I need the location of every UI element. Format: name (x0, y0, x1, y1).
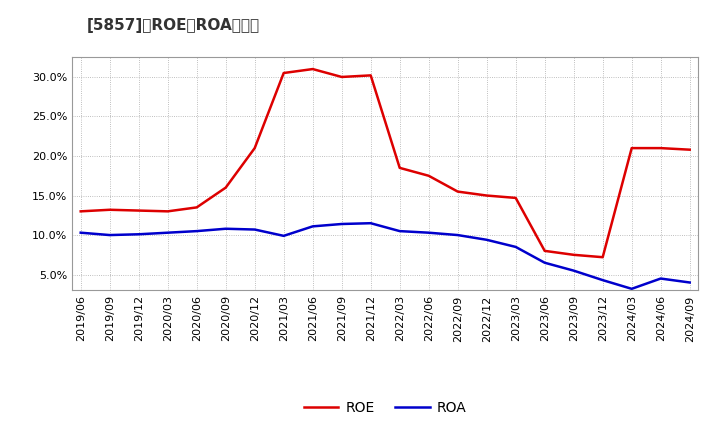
ROE (627, 146, 636, 151)
ROA (221, 226, 230, 231)
Text: [5857]　ROE、ROAの推移: [5857] ROE、ROAの推移 (86, 18, 259, 33)
ROE (279, 70, 288, 76)
ROA (251, 227, 259, 232)
ROA (279, 233, 288, 238)
ROA (454, 232, 462, 238)
ROA (338, 221, 346, 227)
ROA (135, 231, 143, 237)
ROA (105, 232, 114, 238)
ROA (570, 268, 578, 273)
ROE (105, 207, 114, 213)
ROE (541, 248, 549, 253)
ROE (454, 189, 462, 194)
ROA (657, 276, 665, 281)
ROA (685, 280, 694, 285)
ROA (541, 260, 549, 265)
ROE (163, 209, 172, 214)
ROA (163, 230, 172, 235)
ROE (366, 73, 375, 78)
Line: ROA: ROA (81, 223, 690, 289)
ROE (76, 209, 85, 214)
ROA (598, 278, 607, 283)
ROA (482, 237, 491, 242)
ROA (76, 230, 85, 235)
Legend: ROE, ROA: ROE, ROA (298, 395, 472, 420)
ROE (135, 208, 143, 213)
ROE (221, 185, 230, 190)
ROE (251, 146, 259, 151)
ROE (598, 255, 607, 260)
Line: ROE: ROE (81, 69, 690, 257)
ROE (482, 193, 491, 198)
ROA (395, 228, 404, 234)
ROA (308, 224, 317, 229)
ROE (338, 74, 346, 80)
ROE (192, 205, 201, 210)
ROE (424, 173, 433, 178)
ROE (657, 146, 665, 151)
ROE (570, 252, 578, 257)
ROA (627, 286, 636, 291)
ROE (308, 66, 317, 72)
ROE (685, 147, 694, 152)
ROA (511, 244, 520, 249)
ROE (395, 165, 404, 171)
ROA (366, 220, 375, 226)
ROE (511, 195, 520, 201)
ROA (424, 230, 433, 235)
ROA (192, 228, 201, 234)
